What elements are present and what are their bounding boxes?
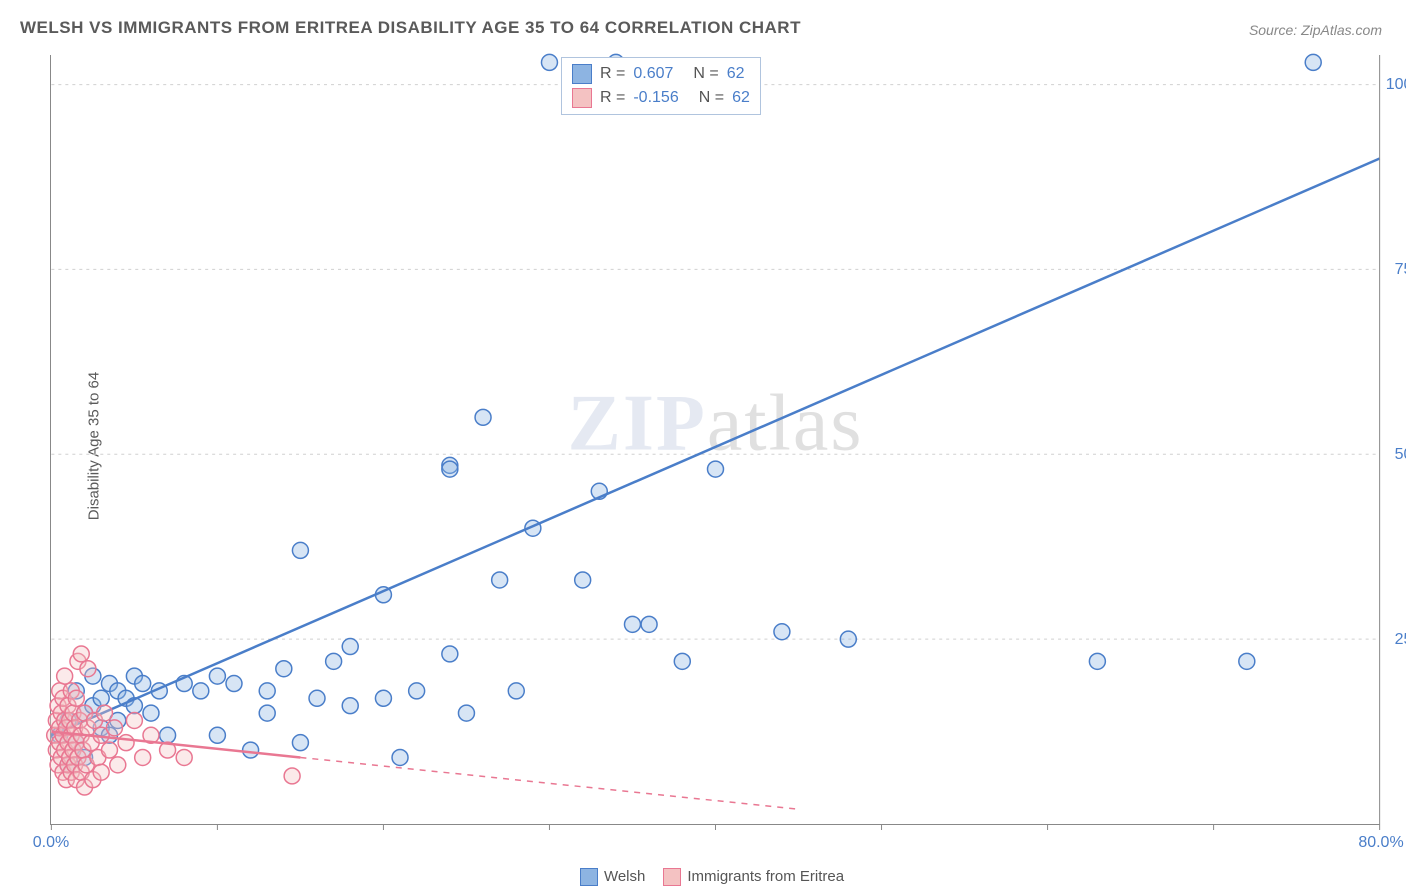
r-value: -0.156: [633, 89, 678, 107]
n-label: N =: [693, 65, 718, 83]
r-label: R =: [600, 65, 625, 83]
series-swatch: [572, 64, 592, 84]
legend-label: Welsh: [604, 868, 645, 885]
y-tick-label: 100.0%: [1385, 76, 1406, 94]
stats-legend-box: R = 0.607 N = 62 R = -0.156 N = 62: [561, 57, 761, 115]
chart-title: WELSH VS IMMIGRANTS FROM ERITREA DISABIL…: [20, 18, 801, 38]
r-label: R =: [600, 89, 625, 107]
legend-label: Immigrants from Eritrea: [687, 868, 844, 885]
stats-row: R = -0.156 N = 62: [572, 86, 750, 110]
y-tick-label: 25.0%: [1385, 631, 1406, 649]
bottom-legend: Welsh Immigrants from Eritrea: [0, 868, 1406, 886]
legend-swatch: [580, 868, 598, 886]
n-value: 62: [732, 89, 750, 107]
source-attribution: Source: ZipAtlas.com: [1249, 22, 1382, 38]
legend-swatch: [663, 868, 681, 886]
series-swatch: [572, 88, 592, 108]
y-tick-label: 50.0%: [1385, 446, 1406, 464]
plot-area: ZIPatlas R = 0.607N = 62R = -0.156N = 62…: [50, 55, 1380, 825]
r-value: 0.607: [633, 65, 673, 83]
stats-row: R = 0.607 N = 62: [572, 62, 750, 86]
x-tick-label: 0.0%: [33, 834, 69, 852]
x-tick-label: 80.0%: [1358, 834, 1403, 852]
n-value: 62: [727, 65, 745, 83]
n-label: N =: [699, 89, 724, 107]
chart-svg: [51, 55, 1380, 824]
y-tick-label: 75.0%: [1385, 261, 1406, 279]
